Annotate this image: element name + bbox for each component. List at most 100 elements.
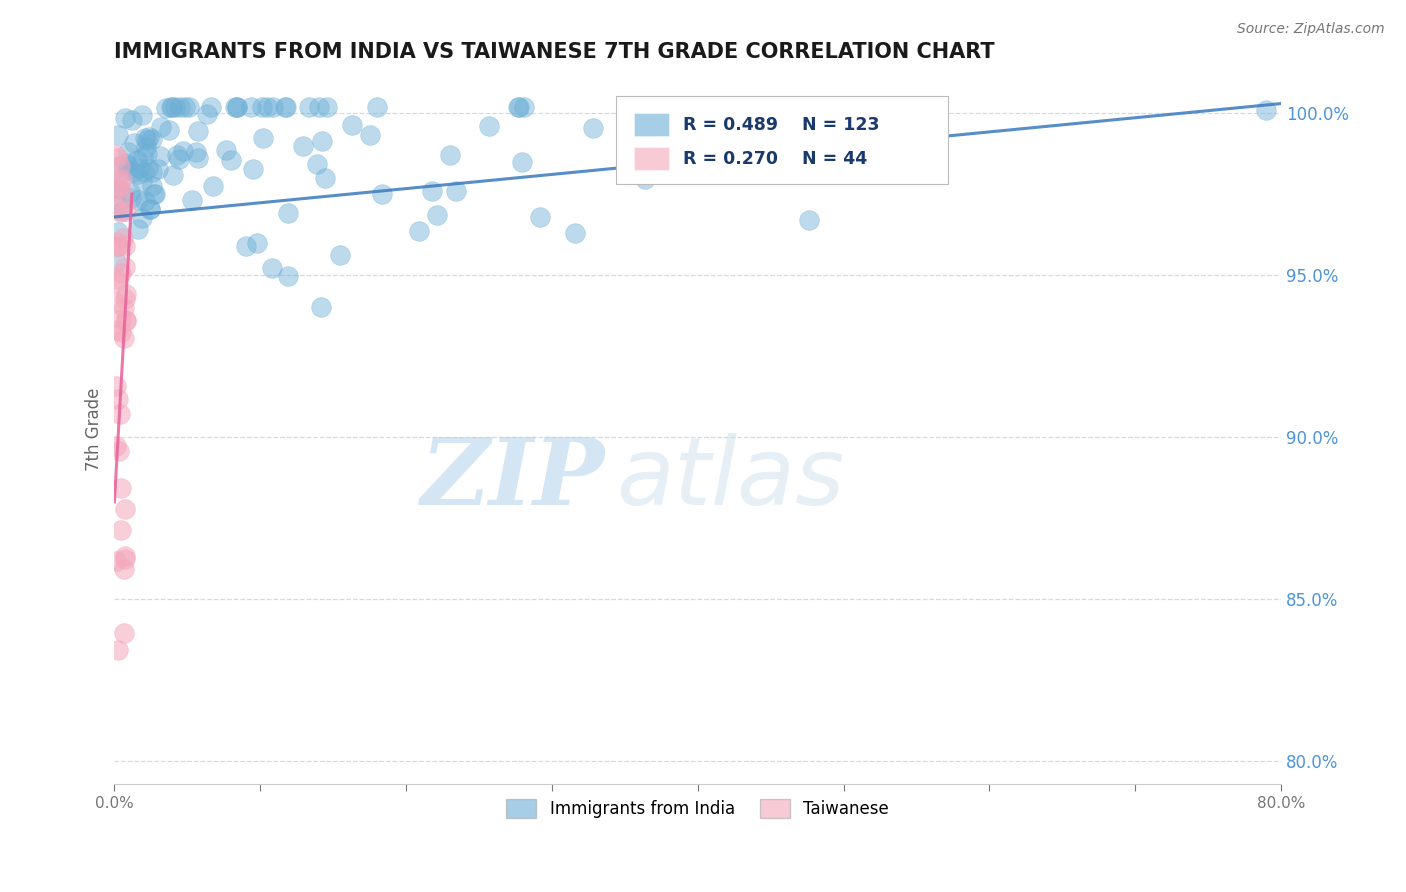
- Point: [127, 193, 149, 207]
- Point: [142, 186, 165, 201]
- Point: [108, 178, 131, 193]
- Point: [309, 301, 332, 315]
- Point: [186, 124, 208, 138]
- Point: [114, 112, 136, 126]
- Point: [114, 502, 136, 516]
- Point: [478, 119, 501, 133]
- Point: [108, 205, 131, 219]
- Point: [165, 100, 187, 114]
- Point: [408, 224, 430, 238]
- Point: [155, 101, 177, 115]
- Point: [160, 100, 183, 114]
- Point: [444, 185, 467, 199]
- Point: [262, 100, 284, 114]
- Text: ZIP: ZIP: [420, 434, 605, 524]
- Text: R = 0.489    N = 123: R = 0.489 N = 123: [682, 116, 879, 134]
- Point: [761, 100, 783, 114]
- Point: [120, 191, 142, 205]
- Point: [114, 203, 136, 218]
- Point: [340, 118, 363, 132]
- Point: [107, 171, 129, 186]
- Point: [224, 100, 246, 114]
- Point: [105, 148, 128, 162]
- Point: [108, 408, 131, 422]
- Point: [146, 161, 169, 176]
- Point: [187, 151, 209, 165]
- Point: [180, 193, 202, 207]
- Point: [105, 235, 128, 249]
- Point: [117, 159, 139, 173]
- Bar: [634, 112, 668, 136]
- Point: [107, 392, 129, 406]
- Point: [120, 185, 142, 199]
- Point: [105, 240, 128, 254]
- Point: [797, 213, 820, 227]
- Legend: Immigrants from India, Taiwanese: Immigrants from India, Taiwanese: [499, 792, 896, 825]
- Point: [131, 108, 153, 122]
- Point: [105, 439, 128, 453]
- Point: [711, 161, 734, 176]
- Point: [225, 100, 247, 114]
- Point: [114, 286, 136, 301]
- Point: [149, 149, 172, 163]
- Point: [240, 100, 263, 114]
- Point: [150, 120, 173, 135]
- Point: [141, 132, 163, 146]
- Point: [127, 222, 149, 236]
- Point: [157, 123, 180, 137]
- Point: [114, 292, 136, 306]
- Point: [107, 198, 129, 212]
- Point: [114, 552, 136, 566]
- Point: [136, 147, 159, 161]
- Point: [104, 275, 127, 289]
- Point: [136, 161, 159, 175]
- Point: [202, 178, 225, 193]
- Point: [111, 203, 134, 218]
- Point: [510, 154, 533, 169]
- Point: [141, 165, 163, 179]
- Point: [107, 182, 129, 196]
- Point: [121, 113, 143, 128]
- Point: [166, 148, 188, 162]
- Point: [117, 145, 139, 159]
- Point: [308, 100, 330, 114]
- Point: [112, 189, 135, 203]
- Point: [110, 266, 132, 280]
- Point: [167, 152, 190, 166]
- Point: [105, 323, 128, 337]
- Point: [315, 100, 337, 114]
- Point: [107, 128, 129, 143]
- Point: [169, 100, 191, 114]
- Point: [359, 128, 381, 143]
- Point: [139, 202, 162, 216]
- Point: [200, 100, 222, 114]
- Point: [215, 143, 238, 157]
- Point: [277, 206, 299, 220]
- Point: [329, 248, 352, 262]
- Point: [226, 100, 249, 114]
- Point: [371, 187, 394, 202]
- Point: [512, 100, 534, 114]
- Point: [108, 160, 131, 174]
- Point: [114, 260, 136, 275]
- Point: [439, 148, 461, 162]
- Point: [134, 194, 156, 208]
- Point: [112, 562, 135, 576]
- Point: [246, 235, 269, 250]
- Point: [115, 314, 138, 328]
- Text: R = 0.270    N = 44: R = 0.270 N = 44: [682, 150, 866, 168]
- Point: [796, 100, 818, 114]
- Point: [108, 444, 131, 458]
- Point: [112, 301, 135, 315]
- Point: [1256, 103, 1278, 117]
- Point: [179, 100, 201, 114]
- Point: [135, 140, 157, 154]
- Point: [132, 165, 155, 179]
- Point: [426, 208, 449, 222]
- Point: [508, 100, 530, 114]
- Point: [114, 549, 136, 563]
- Bar: [634, 147, 668, 170]
- Point: [242, 161, 264, 176]
- Point: [114, 238, 136, 252]
- Point: [252, 100, 274, 114]
